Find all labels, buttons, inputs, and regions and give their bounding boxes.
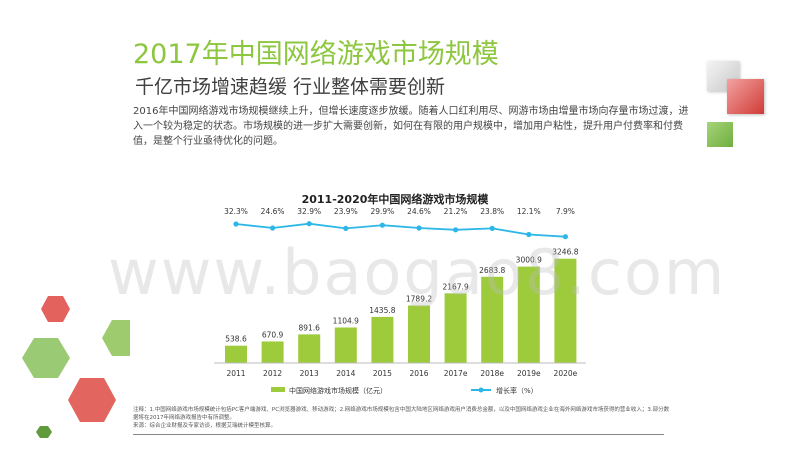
bar-2020e: [554, 258, 577, 363]
x-tick-label-2017e: 2017e: [444, 369, 468, 378]
decor-hexagon-red-small: [41, 296, 70, 322]
bar-value-label-2011: 538.6: [225, 335, 247, 344]
decor-square-green: [707, 122, 733, 147]
page-title: 2017年中国网络游戏市场规模: [133, 39, 499, 70]
decor-square-red: [727, 79, 764, 114]
bar-value-label-2015: 1435.8: [369, 306, 395, 315]
bar-2015: [371, 316, 394, 363]
growth-point-2013: [306, 221, 312, 227]
x-tick-label-2011: 2011: [226, 369, 245, 378]
bar-value-label-2019e: 3000.9: [516, 256, 542, 265]
growth-label-2011: 32.3%: [224, 207, 248, 216]
notes-line-1: 注释：1.中国网络游戏市场规模统计包括PC客户端游戏、PC浏览器游戏、移动游戏；…: [133, 407, 670, 421]
chart-notes: 注释：1.中国网络游戏市场规模统计包括PC客户端游戏、PC浏览器游戏、移动游戏；…: [133, 406, 673, 430]
legend-bar-swatch: [271, 387, 285, 392]
decor-hexagon-red-large: [68, 378, 116, 422]
x-tick-label-2018e: 2018e: [480, 369, 504, 378]
intro-paragraph: 2016年中国网络游戏市场规模继续上升，但增长速度逐步放缓。随着人口红利用尽、网…: [133, 106, 689, 147]
bar-value-label-2014: 1104.9: [333, 317, 359, 326]
growth-label-2020e: 7.9%: [556, 207, 575, 216]
growth-label-2014: 23.9%: [334, 207, 358, 216]
growth-point-2012: [270, 225, 276, 231]
x-tick-label-2014: 2014: [336, 369, 355, 378]
chart-title: 2011-2020年中国网络游戏市场规模: [302, 192, 490, 206]
growth-label-2015: 29.9%: [370, 207, 394, 216]
growth-label-2012: 24.6%: [261, 207, 285, 216]
bar-value-label-2013: 891.6: [298, 323, 320, 332]
growth-point-2017e: [453, 227, 459, 233]
growth-point-2014: [343, 225, 349, 231]
decor-hexagon-green-large: [22, 338, 70, 378]
growth-label-2017e: 21.2%: [444, 207, 468, 216]
bar-2014: [334, 327, 357, 363]
bar-2011: [225, 345, 247, 363]
legend-line-label: 增长率（%）: [496, 386, 538, 395]
x-tick-label-2012: 2012: [263, 369, 282, 378]
growth-label-2018e: 23.8%: [480, 207, 504, 216]
legend-bar-label: 中国网络游戏市场规模（亿元）: [289, 386, 387, 395]
growth-point-2015: [379, 222, 385, 228]
bar-2018e: [481, 276, 504, 363]
x-tick-label-2016: 2016: [409, 369, 428, 378]
x-tick-label-2013: 2013: [300, 369, 319, 378]
x-tick-label-2015: 2015: [373, 369, 392, 378]
growth-point-2016: [416, 225, 422, 231]
legend-line-marker: [478, 387, 484, 393]
growth-label-2019e: 12.1%: [517, 207, 541, 216]
watermark: www.baogao8.com: [108, 236, 727, 309]
x-tick-label-2019e: 2019e: [517, 369, 541, 378]
bar-value-label-2020e: 3246.8: [552, 248, 578, 257]
growth-point-2011: [233, 221, 239, 227]
growth-point-2019e: [526, 231, 532, 238]
notes-divider: [133, 434, 664, 435]
bar-2013: [298, 334, 321, 363]
x-tick-label-2020e: 2020e: [554, 369, 578, 378]
page-subtitle: 千亿市场增速趋缓 行业整体需要创新: [135, 76, 446, 98]
decor-hexagon-green-tiny: [36, 426, 52, 438]
bar-2012: [261, 341, 284, 363]
growth-point-2020e: [562, 234, 569, 240]
bar-value-label-2017e: 2167.9: [442, 282, 468, 291]
bar-value-label-2012: 670.9: [262, 330, 284, 339]
growth-label-2016: 24.6%: [407, 207, 431, 216]
decor-hexagon-green-medium: [102, 320, 130, 356]
bar-value-label-2018e: 2683.8: [479, 266, 505, 275]
bar-2019e: [517, 266, 540, 363]
growth-point-2018e: [489, 225, 495, 231]
decor-hexagons: [22, 296, 130, 438]
bar-2016: [408, 305, 430, 363]
growth-rate-line: [235, 222, 566, 238]
growth-label-2013: 32.9%: [297, 207, 321, 216]
bar-value-label-2016: 1789.2: [406, 295, 432, 304]
bar-2017e: [444, 293, 467, 363]
notes-line-2: 来源：综合企业财报及专家访谈，根据艾瑞统计模型核算。: [133, 423, 277, 429]
